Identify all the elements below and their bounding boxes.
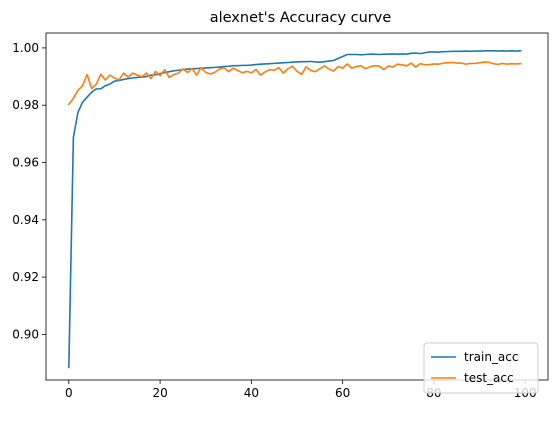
legend-box — [423, 342, 539, 394]
series-line-test-acc — [67, 61, 522, 106]
y-tick-label: 1.00 — [12, 41, 39, 55]
legend-train-label: train_acc — [464, 350, 518, 364]
series-line-train-acc — [68, 49, 522, 369]
x-tick-label: 60 — [335, 386, 350, 400]
chart-title: alexnet's Accuracy curve — [210, 10, 392, 26]
y-tick-label: 0.96 — [12, 156, 39, 170]
y-tick-label: 0.90 — [12, 327, 39, 341]
y-tick-label: 0.98 — [12, 98, 39, 112]
x-tick-label: 40 — [244, 386, 259, 400]
y-axis: 0.90 0.92 0.94 0.96 0.98 1.00 — [12, 41, 46, 341]
legend-test-label: test_acc — [464, 371, 514, 385]
x-tick-label: 0 — [65, 386, 73, 400]
axes-frame — [45, 32, 549, 381]
x-tick-label: 20 — [152, 386, 167, 400]
y-tick-label: 0.92 — [12, 270, 39, 284]
legend: train_acc test_acc — [423, 342, 539, 394]
plot-lines — [67, 49, 522, 369]
y-tick-label: 0.94 — [12, 213, 39, 227]
